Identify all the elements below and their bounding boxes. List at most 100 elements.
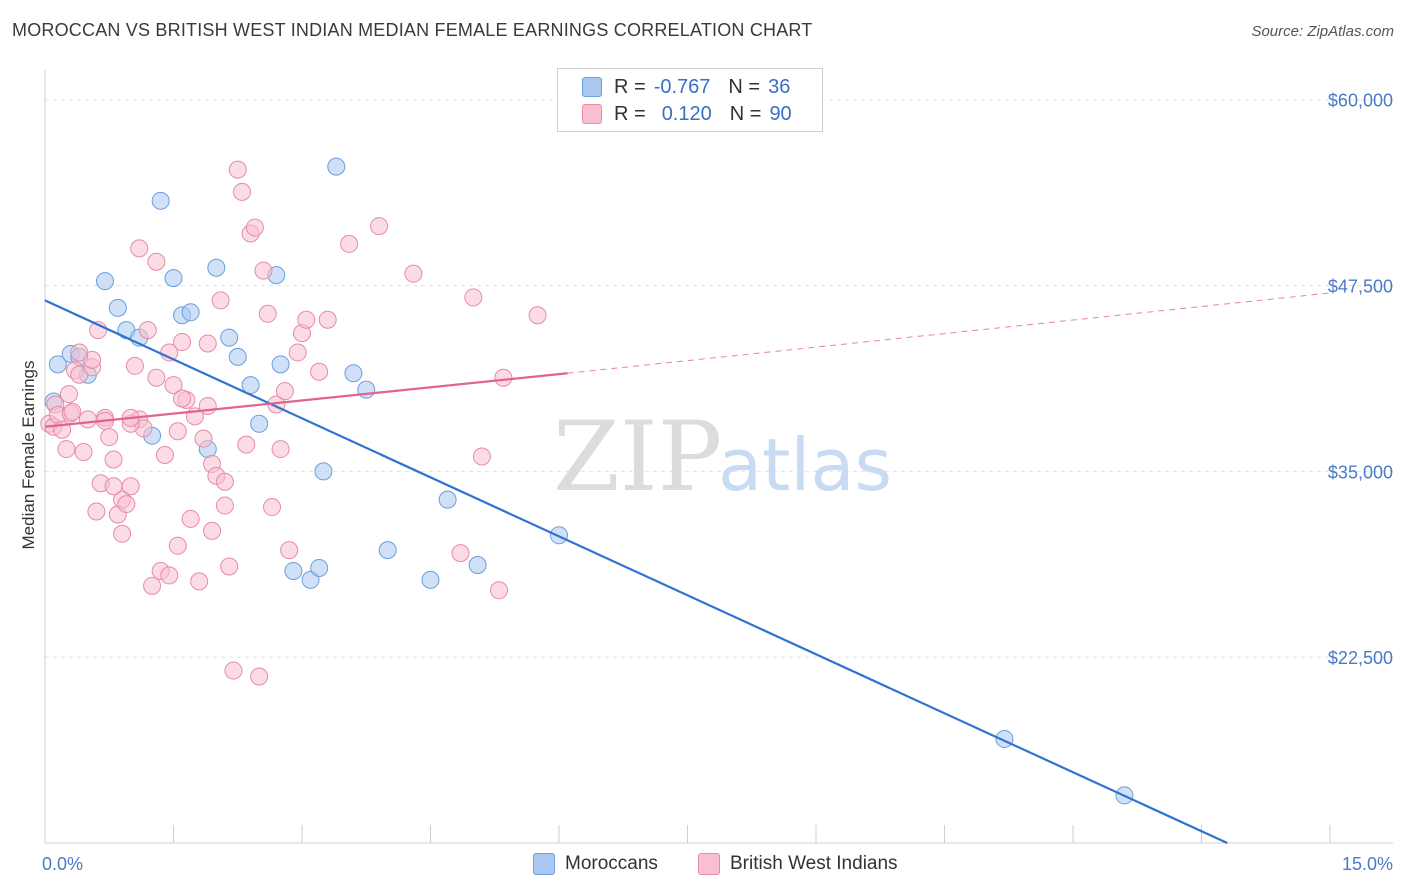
r-label: R = [614,102,646,125]
data-point [168,422,187,441]
data-point [297,310,316,329]
bottom-legend-moroccans: Moroccans [533,851,658,877]
data-point [344,364,363,383]
data-point [164,269,183,288]
data-point [104,477,123,496]
data-point [258,304,277,323]
bwi-swatch [698,853,720,875]
data-point [271,440,290,459]
data-point [138,321,157,340]
data-point [181,303,200,322]
data-point [284,561,303,580]
data-point [173,389,192,408]
data-point [490,581,509,600]
n-label: N = [728,75,761,98]
r-value: 0.120 [661,102,712,125]
n-value: 90 [769,102,792,125]
data-point [254,261,273,280]
data-point [233,182,252,201]
gridlines [45,99,1393,658]
data-point [438,490,457,509]
data-point [151,191,170,210]
trend-line [44,372,568,428]
data-point [451,544,470,563]
legend-row-moroccans: R = -0.767 N = 36 [582,75,790,99]
data-point [198,396,217,415]
data-point [404,264,423,283]
data-point [220,328,239,347]
bottom-legend-bwi: British West Indians [698,851,898,877]
data-point [181,509,200,528]
data-point [95,272,114,291]
watermark: ZIP atlas [553,401,892,513]
watermark-zip: ZIP [553,401,722,513]
data-point [59,385,78,404]
data-point [117,495,136,514]
data-point [472,447,491,466]
r-label: R = [614,75,646,98]
trend-line-extension [567,292,1331,374]
y-tick-label: $22,500 [1328,648,1393,668]
data-point [147,252,166,271]
data-point [370,217,389,236]
data-point [250,667,269,686]
data-point [263,498,282,517]
y-tick-label: $60,000 [1328,91,1393,111]
data-point [104,450,123,469]
data-point [207,258,226,277]
y-axis-label: Median Female Earnings [19,361,38,550]
data-point [275,382,294,401]
data-point [70,343,89,362]
trend-lines [44,292,1331,844]
chart-title: MOROCCAN VS BRITISH WEST INDIAN MEDIAN F… [12,20,813,40]
data-point [113,524,132,543]
data-point [215,472,234,491]
data-point [327,157,346,176]
y-tick-label: $47,500 [1328,277,1393,297]
data-point [215,496,234,515]
data-point [203,521,222,540]
data-point [63,402,82,421]
bottom-legend-label: British West Indians [730,853,898,874]
r-value: -0.767 [653,75,711,98]
data-point [160,566,179,585]
data-point [147,368,166,387]
data-point [198,334,217,353]
data-point [314,462,333,481]
x-tick-label: 15.0% [1342,854,1393,874]
data-point [220,557,239,576]
y-tick-label: $35,000 [1328,462,1393,482]
data-point [288,343,307,362]
data-point [468,556,487,575]
data-point [224,661,243,680]
data-point [237,435,256,454]
data-point [130,239,149,258]
data-point [280,541,299,560]
data-point [74,443,93,462]
stats-legend: R = -0.767 N = 36 R = 0.120 N = 90 [557,68,823,132]
data-point [245,218,264,237]
trend-line [44,299,1228,844]
data-point [310,558,329,577]
data-point [48,355,67,374]
data-point [87,502,106,521]
data-point [318,310,337,329]
x-tick-label: 0.0% [42,854,83,874]
n-value: 36 [768,75,791,98]
data-point [421,570,440,589]
n-label: N = [729,102,762,125]
data-point [228,160,247,179]
data-point [57,440,76,459]
data-point [125,356,144,375]
moroccans-swatch [533,853,555,875]
moroccans-swatch [582,77,602,97]
data-point [173,333,192,352]
data-point [464,288,483,307]
bwi-swatch [582,104,602,124]
watermark-atlas: atlas [718,423,892,507]
data-point [271,355,290,374]
data-point [194,429,213,448]
axes [44,70,1393,844]
data-point [378,541,397,560]
data-point [164,376,183,395]
